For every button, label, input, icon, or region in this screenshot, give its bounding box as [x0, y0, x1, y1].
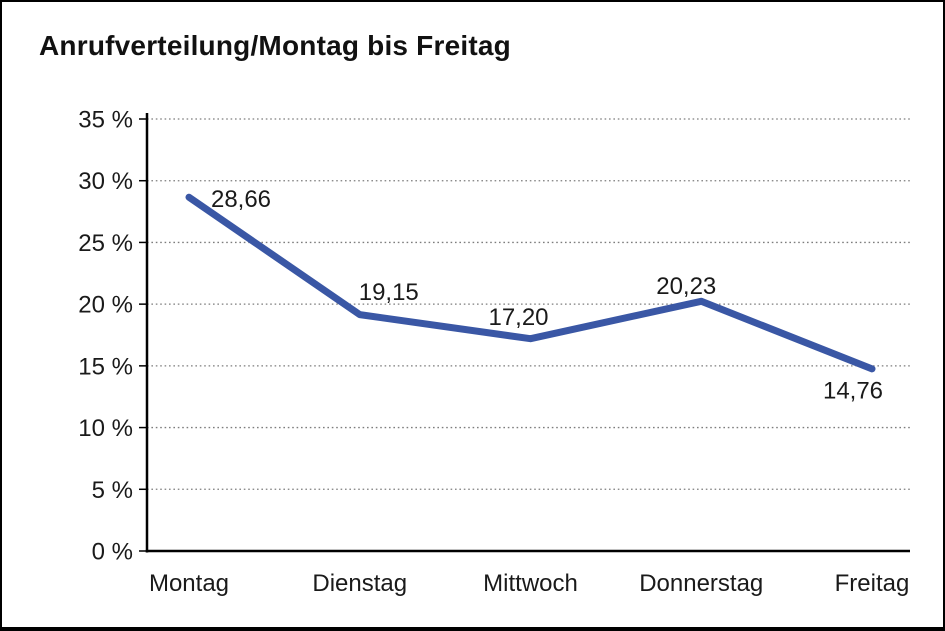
category-label: Montag: [149, 570, 229, 597]
category-label: Freitag: [835, 570, 910, 597]
y-tick-label: 30 %: [78, 168, 133, 195]
value-label: 14,76: [823, 377, 883, 404]
category-label: Dienstag: [312, 570, 407, 597]
y-tick-label: 35 %: [78, 107, 133, 134]
y-tick-label: 5 %: [92, 477, 133, 504]
value-label: 28,66: [211, 186, 271, 213]
chart-title: Anrufverteilung/Montag bis Freitag: [39, 30, 511, 61]
y-tick-label: 15 %: [78, 353, 133, 380]
y-tick-label: 0 %: [92, 539, 133, 566]
y-tick-label: 25 %: [78, 230, 133, 257]
value-label: 20,23: [656, 273, 716, 300]
category-label: Mittwoch: [483, 570, 578, 597]
y-tick-label: 20 %: [78, 292, 133, 319]
y-tick-label: 10 %: [78, 415, 133, 442]
category-label: Donnerstag: [639, 570, 763, 597]
data-line: [185, 193, 876, 373]
value-label: 17,20: [488, 304, 548, 331]
value-label: 19,15: [359, 279, 419, 306]
